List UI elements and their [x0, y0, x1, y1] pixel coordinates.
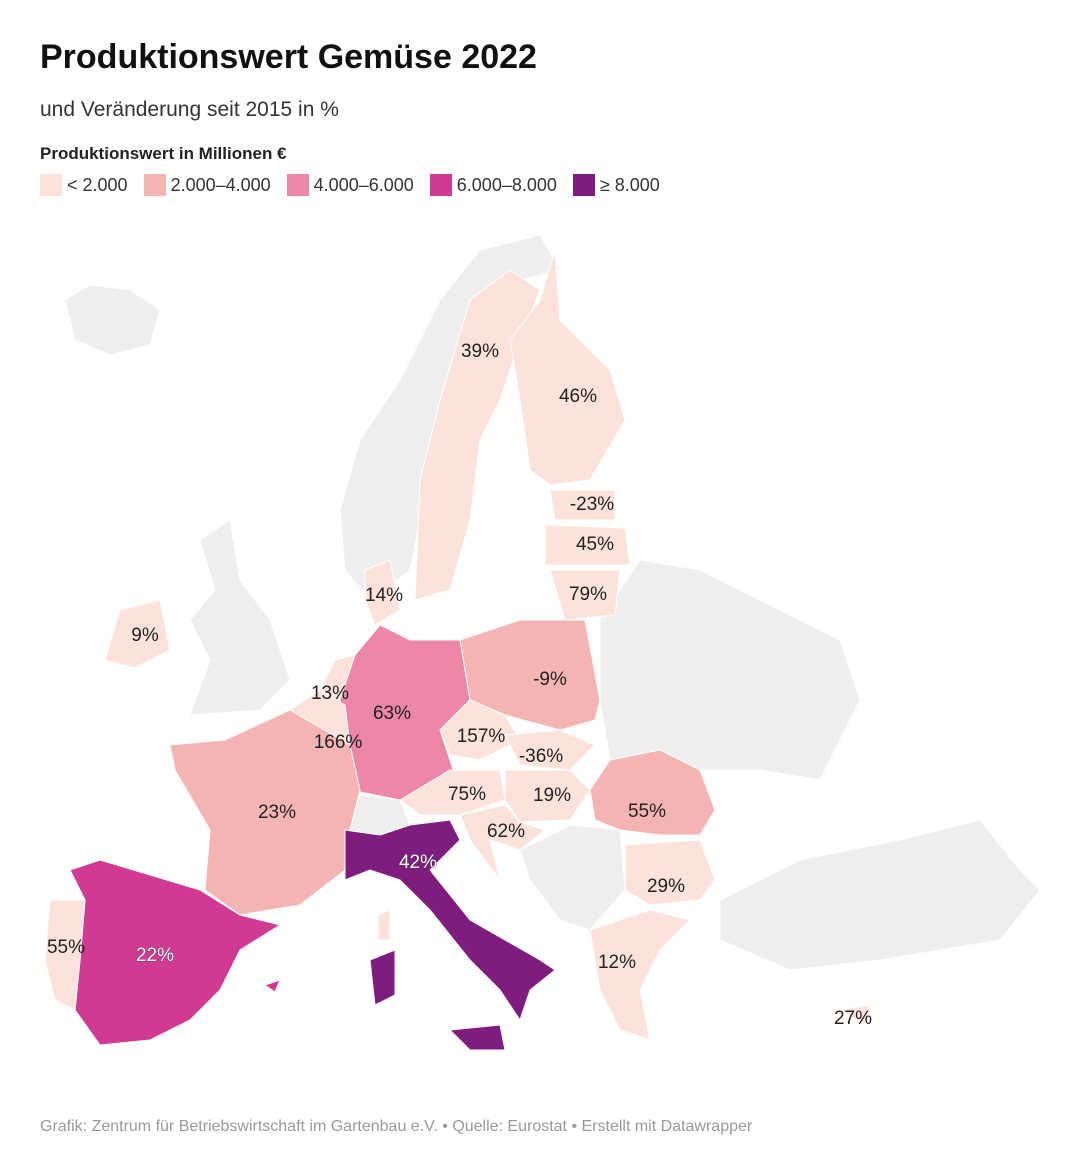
legend-label: ≥ 8.000	[599, 174, 660, 195]
region-label: 55%	[47, 937, 85, 958]
land	[599, 559, 861, 781]
legend-swatch	[40, 174, 62, 196]
region-label: 166%	[314, 732, 363, 753]
region-label: 63%	[373, 703, 411, 724]
land	[519, 824, 626, 931]
region-label: 75%	[448, 784, 486, 805]
region-label: 62%	[487, 821, 525, 842]
region-label: 9%	[131, 625, 159, 646]
country	[369, 949, 396, 1006]
country	[44, 899, 86, 1011]
legend-swatch	[143, 174, 166, 196]
country	[509, 249, 626, 486]
country	[459, 804, 547, 881]
region-label: 79%	[569, 584, 607, 605]
region-label: 55%	[628, 801, 666, 822]
region-label: 39%	[461, 341, 499, 362]
country	[838, 1004, 871, 1026]
region-label: 46%	[559, 386, 597, 407]
region-label: -36%	[519, 746, 563, 767]
region-label: 27%	[834, 1008, 872, 1029]
legend-swatch	[429, 174, 452, 196]
background-countries	[64, 234, 1041, 971]
labels: 39% 46% -23% 45% 79% 14% 9% -9% 13% 63% 166% 157% -3…	[47, 341, 872, 1029]
legend-label: 6.000–8.000	[456, 174, 557, 195]
region-label: -23%	[570, 494, 614, 515]
legend-item: ≥ 8.000	[572, 174, 660, 196]
region-label: 157%	[457, 726, 506, 747]
legend: < 2.000 2.000–4.000 4.000–6.000 6.000–8.000…	[40, 174, 660, 196]
region-label: 19%	[533, 785, 571, 806]
island	[377, 909, 391, 941]
region-label: 45%	[576, 534, 614, 555]
country	[364, 559, 401, 626]
region-label: 42%	[399, 852, 437, 873]
land	[719, 819, 1041, 971]
country	[589, 749, 716, 836]
legend-swatch	[572, 174, 595, 196]
title: Produktionswert Gemüse 2022	[40, 38, 537, 76]
regions	[44, 249, 871, 1051]
region-label: 22%	[136, 945, 174, 966]
country	[589, 909, 691, 1041]
country	[263, 979, 281, 993]
country	[624, 839, 716, 906]
country	[104, 599, 171, 669]
country	[504, 769, 591, 823]
legend-item: 2.000–4.000	[143, 174, 271, 196]
legend-label: 2.000–4.000	[170, 174, 271, 195]
region-label: 23%	[258, 802, 296, 823]
region-label: 13%	[311, 683, 349, 704]
legend-label: 4.000–6.000	[313, 174, 414, 195]
region-label: -9%	[533, 669, 567, 690]
legend-label: < 2.000	[67, 174, 128, 195]
legend-title: Produktionswert in Millionen €	[40, 144, 287, 163]
country	[504, 729, 596, 771]
region-label: 14%	[365, 585, 403, 606]
country	[544, 524, 631, 566]
land	[64, 284, 161, 356]
legend-item: 6.000–8.000	[429, 174, 557, 196]
country	[448, 1024, 506, 1051]
country	[549, 569, 621, 621]
region-label: 12%	[598, 952, 636, 973]
country	[549, 489, 616, 521]
legend-item: 4.000–6.000	[286, 174, 414, 196]
land	[189, 519, 291, 716]
subtitle: und Veränderung seit 2015 in %	[40, 98, 339, 121]
legend-item: < 2.000	[40, 174, 128, 196]
footer: Grafik: Zentrum für Betriebswirtschaft i…	[40, 1118, 753, 1135]
country	[344, 819, 556, 1022]
legend-swatch	[286, 174, 309, 196]
region-label: 29%	[647, 876, 685, 897]
